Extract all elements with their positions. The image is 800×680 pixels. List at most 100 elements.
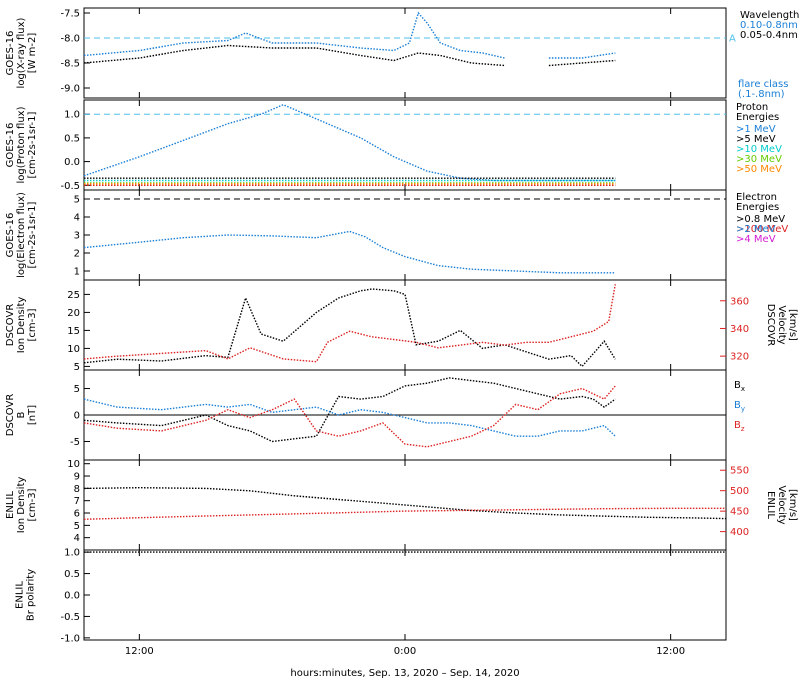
y-tick-label: 2 <box>74 249 80 260</box>
panel-goes-electron: 5 4 3 2 1 GOES-16 log(Electron flux) [cm-2s-1sr… <box>5 189 785 281</box>
series-2 <box>83 103 616 182</box>
y-tick-label: 10 <box>67 344 80 355</box>
y-tick-label: 15 <box>67 326 80 337</box>
legend-title: Energies <box>736 112 779 123</box>
legend-entry: 0.10-0.8nm <box>740 20 798 31</box>
y-axis-title-line: [cm-2s-1sr-1] <box>27 201 38 268</box>
flare-class-note: flare class <box>738 79 788 90</box>
series-13 <box>83 385 616 448</box>
legend-entry: >30 MeV <box>736 154 782 165</box>
panel-frame <box>83 549 727 641</box>
series-8 <box>83 230 616 274</box>
y2-tick-label: 450 <box>730 507 749 518</box>
y-axis-title-line: DSCOVR <box>5 394 16 437</box>
y-tick-label: 0.5 <box>64 133 80 144</box>
y-tick-label: -0.5 <box>60 612 80 623</box>
y-axis-title-line: ENLIL <box>5 491 16 519</box>
y-tick-label: -1.0 <box>60 633 80 644</box>
threshold-label: A <box>729 34 736 45</box>
y2-axis-title-line: [km/s] <box>787 489 798 521</box>
y2-axis-title-line: Velocity <box>776 485 787 524</box>
y-axis-title-line: log(X-ray flux) <box>16 17 27 88</box>
y2-axis-title-line: [km/s] <box>787 309 798 341</box>
legend-entry: >0.8 MeV <box>736 214 785 225</box>
legend-title: Energies <box>736 202 779 213</box>
y-axis-title-line: [cm-3] <box>27 488 38 521</box>
y-axis-title-line: Ion Density <box>16 477 27 534</box>
series-15 <box>83 507 726 520</box>
y-tick-label: 7 <box>74 496 80 507</box>
y2-tick-label: 500 <box>730 486 749 497</box>
y-tick-label: -8.5 <box>60 59 80 70</box>
y-tick-label: 8 <box>74 484 80 495</box>
series-0 <box>83 11 616 59</box>
y-tick-label: -9.0 <box>60 84 80 95</box>
legend-entry: >1 MeV <box>736 124 776 135</box>
y-axis-title-line: DSCOVR <box>5 304 16 347</box>
y-axis-title-line: GOES-16 <box>5 213 16 258</box>
y2-tick-label: 550 <box>730 466 749 477</box>
x-tick-label: 12:00 <box>656 646 685 657</box>
y2-tick-label: 340 <box>730 324 749 335</box>
y-axis-title-line: log(Electron flux) <box>16 192 27 278</box>
y-tick-label: 20 <box>67 308 80 319</box>
y-tick-label: 5 <box>74 195 80 206</box>
y-tick-label: 0.0 <box>64 591 80 602</box>
legend-entry: >5 MeV <box>736 134 776 145</box>
y-axis-title-line: ENLIL <box>15 581 26 609</box>
y-tick-label: -8.0 <box>60 34 80 45</box>
y-axis-title-line: log(Proton flux) <box>16 106 27 183</box>
y-tick-label: 4 <box>74 213 80 224</box>
panel-enlil-polarity: 1.0 0.5 0.0 -0.5 -1.0 ENLIL Br polarity <box>15 548 727 644</box>
y2-axis-title-line: Velocity <box>776 305 787 344</box>
flare-class-note: (.1-.8nm) <box>738 89 785 100</box>
y-axis-title-line: GOES-16 <box>5 123 16 168</box>
legend-entry: Bz <box>734 420 745 433</box>
y-tick-label: -7.5 <box>60 9 80 20</box>
legend-entry: >4 MeV <box>736 234 776 245</box>
y2-tick-label: 400 <box>730 527 749 538</box>
y-tick-label: 9 <box>74 472 80 483</box>
x-tick-label: 12:00 <box>125 646 154 657</box>
y-tick-label: 4 <box>74 533 80 544</box>
x-axis-label: hours:minutes, Sep. 13, 2020 – Sep. 14, … <box>290 668 519 679</box>
legend-title: Wavelength <box>740 10 799 21</box>
y-tick-label: 1.0 <box>64 548 80 559</box>
panel-frame <box>83 7 727 99</box>
y-axis-title-line: B <box>16 411 27 418</box>
legend-subscript: y <box>741 405 745 413</box>
panel-frame <box>83 99 727 191</box>
y-axis-title-line: [W m-2] <box>27 33 38 74</box>
panel-frame <box>83 189 727 281</box>
legend-entry: Bx <box>734 380 745 393</box>
y-tick-label: 3 <box>74 231 80 242</box>
y-tick-label: -0.5 <box>60 181 80 192</box>
y-axis-title-line: GOES-16 <box>5 31 16 76</box>
legend-title: Proton <box>736 102 768 113</box>
panel-dscovr-field: 5 0 -5 DSCOVR B [nT] Bx By Bz <box>5 369 745 461</box>
y2-axis-title-line: ENLIL <box>765 491 776 519</box>
y-tick-label: 0.5 <box>64 569 80 580</box>
legend-entry: By <box>734 400 745 413</box>
y2-axis-title-line: DSCOVR <box>765 304 776 347</box>
legend-entry: >2 MeV <box>736 224 776 235</box>
legend-title: Electron <box>736 192 777 203</box>
y-tick-label: 5 <box>74 362 80 373</box>
legend-subscript: x <box>741 385 745 393</box>
y-axis-title-line: [cm-2s-1sr-1] <box>27 111 38 178</box>
y-tick-label: 5 <box>74 521 80 532</box>
y-tick-label: 6 <box>74 509 80 520</box>
legend-entry: >50 MeV <box>736 164 782 175</box>
series-12 <box>83 398 616 437</box>
y-tick-label: 0 <box>74 411 80 422</box>
y-axis-title-line: [cm-3] <box>27 308 38 341</box>
legend-entry: >10 MeV <box>736 144 782 155</box>
series-14 <box>83 486 727 520</box>
y-tick-label: 5 <box>74 384 80 395</box>
y-tick-label: 1.0 <box>64 110 80 121</box>
y-tick-label: 25 <box>67 290 80 301</box>
